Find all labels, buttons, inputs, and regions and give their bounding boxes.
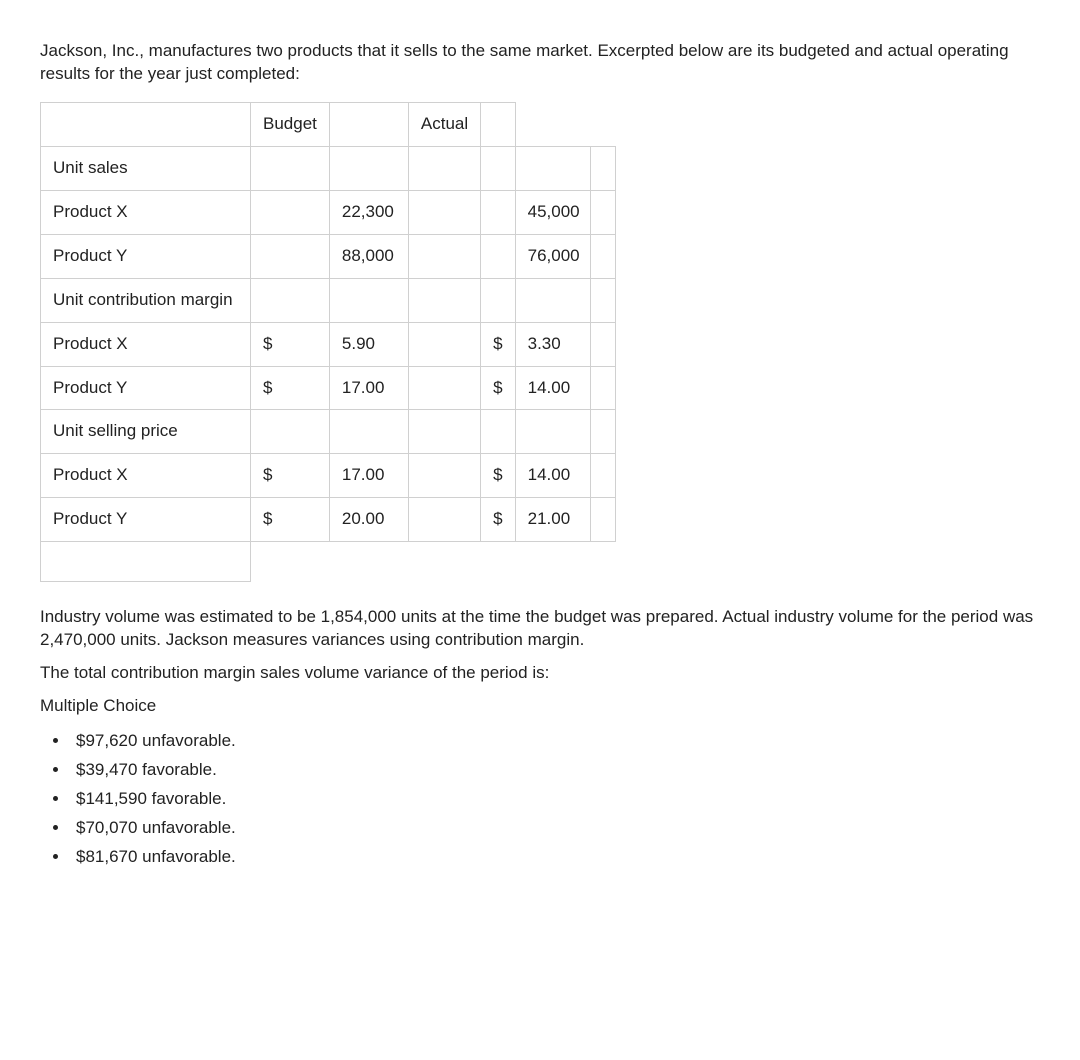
data-table: Budget Actual Unit sales Product X 22,30…	[40, 102, 616, 582]
row-label: Product Y	[41, 366, 251, 410]
actual-value: 21.00	[515, 498, 590, 542]
table-row: Unit selling price	[41, 410, 616, 454]
blank-cell	[329, 102, 408, 146]
choice-option[interactable]: $97,620 unfavorable.	[70, 730, 1040, 753]
table-row: Unit contribution margin	[41, 278, 616, 322]
actual-value: 76,000	[515, 234, 590, 278]
row-label: Unit sales	[41, 146, 251, 190]
budget-value: 88,000	[329, 234, 408, 278]
intro-text: Jackson, Inc., manufactures two products…	[40, 40, 1040, 86]
currency-symbol: $	[481, 498, 515, 542]
blank-cell	[41, 102, 251, 146]
budget-value: 22,300	[329, 190, 408, 234]
actual-value: 45,000	[515, 190, 590, 234]
row-label: Product X	[41, 190, 251, 234]
actual-value: 14.00	[515, 454, 590, 498]
row-label: Product X	[41, 322, 251, 366]
budget-value: 20.00	[329, 498, 408, 542]
table-row: Product Y $ 20.00 $ 21.00	[41, 498, 616, 542]
budget-header: Budget	[251, 102, 330, 146]
currency-symbol: $	[481, 366, 515, 410]
budget-value: 17.00	[329, 366, 408, 410]
currency-symbol: $	[251, 498, 330, 542]
blank-cell	[515, 102, 590, 146]
actual-value: 14.00	[515, 366, 590, 410]
header-row: Budget Actual	[41, 102, 616, 146]
table-row	[41, 542, 616, 582]
table-row: Product Y $ 17.00 $ 14.00	[41, 366, 616, 410]
question-text: The total contribution margin sales volu…	[40, 662, 1040, 685]
actual-value: 3.30	[515, 322, 590, 366]
table-row: Product X $ 5.90 $ 3.30	[41, 322, 616, 366]
choice-option[interactable]: $70,070 unfavorable.	[70, 817, 1040, 840]
blank-cell	[590, 102, 615, 146]
budget-value: 17.00	[329, 454, 408, 498]
actual-header: Actual	[408, 102, 480, 146]
budget-value: 5.90	[329, 322, 408, 366]
row-label: Product Y	[41, 234, 251, 278]
choice-list: $97,620 unfavorable. $39,470 favorable. …	[70, 730, 1040, 869]
currency-symbol: $	[481, 322, 515, 366]
choice-option[interactable]: $141,590 favorable.	[70, 788, 1040, 811]
currency-symbol: $	[481, 454, 515, 498]
table-row: Unit sales	[41, 146, 616, 190]
row-label: Product X	[41, 454, 251, 498]
mc-label: Multiple Choice	[40, 695, 1040, 718]
row-label: Unit contribution margin	[41, 278, 251, 322]
row-label: Unit selling price	[41, 410, 251, 454]
table-row: Product X 22,300 45,000	[41, 190, 616, 234]
currency-symbol: $	[251, 366, 330, 410]
context-paragraph: Industry volume was estimated to be 1,85…	[40, 606, 1040, 652]
currency-symbol: $	[251, 454, 330, 498]
blank-cell	[41, 542, 251, 582]
choice-option[interactable]: $81,670 unfavorable.	[70, 846, 1040, 869]
choice-option[interactable]: $39,470 favorable.	[70, 759, 1040, 782]
currency-symbol: $	[251, 322, 330, 366]
table-row: Product Y 88,000 76,000	[41, 234, 616, 278]
blank-cell	[481, 102, 515, 146]
table-row: Product X $ 17.00 $ 14.00	[41, 454, 616, 498]
row-label: Product Y	[41, 498, 251, 542]
